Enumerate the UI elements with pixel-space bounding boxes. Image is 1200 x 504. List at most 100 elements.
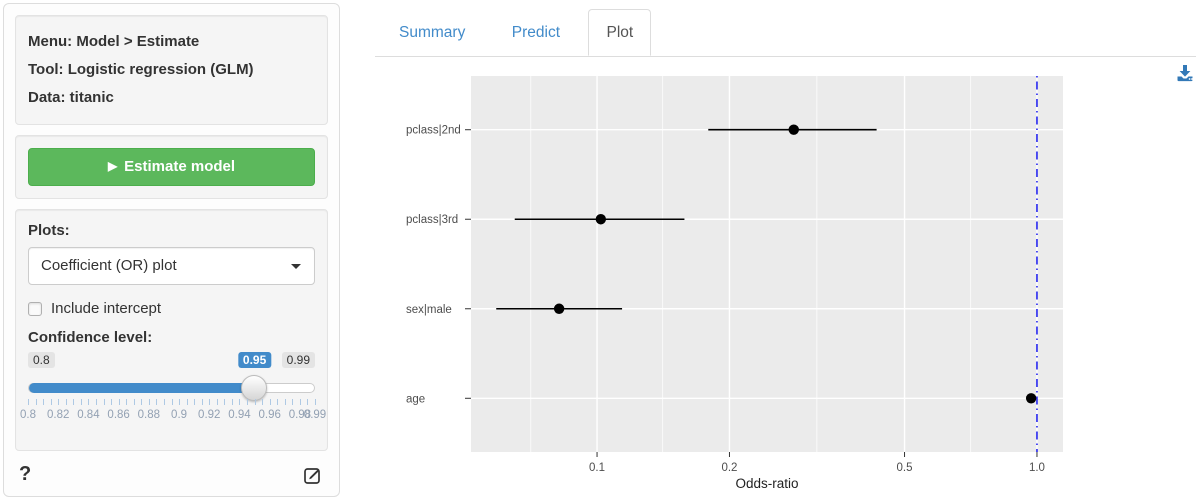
or-point xyxy=(553,303,565,314)
slider-tick-label: 0.86 xyxy=(107,409,130,421)
data-label: Data: titanic xyxy=(28,89,114,106)
estimate-panel: ▶ Estimate model xyxy=(15,135,328,199)
slider-tick xyxy=(209,399,211,405)
tool-label: Tool: Logistic regression (GLM) xyxy=(28,61,254,78)
slider-tick xyxy=(43,399,45,405)
slider-tick-label: 0.94 xyxy=(228,409,251,421)
x-axis-tick-label: 0.5 xyxy=(897,462,913,474)
slider-tick xyxy=(58,399,60,405)
y-axis-label: age xyxy=(406,393,425,405)
coefficient-plot: pclass|2nd pclass|3rd sex|male age 0.1 0.2 0.5… xyxy=(375,60,1115,502)
x-axis-title: Odds-ratio xyxy=(735,476,798,491)
slider-tick xyxy=(35,399,37,405)
x-axis-tick-label: 0.1 xyxy=(589,462,605,474)
sidebar-footer: ? xyxy=(15,461,328,488)
include-intercept-row[interactable]: Include intercept xyxy=(28,300,315,317)
slider-tick xyxy=(299,399,301,405)
slider-tick xyxy=(111,399,113,405)
tab-bar: Summary Predict Plot xyxy=(375,8,1196,57)
slider-tick xyxy=(262,399,264,405)
slider-tick-label: 0.88 xyxy=(137,409,161,421)
slider-badges: 0.8 0.95 0.99 xyxy=(28,352,315,374)
slider-tick xyxy=(95,399,97,405)
slider-tick xyxy=(247,399,249,405)
slider-tick xyxy=(50,399,52,405)
x-axis-tick-label: 0.2 xyxy=(721,462,737,474)
or-point xyxy=(595,214,607,225)
include-intercept-checkbox[interactable] xyxy=(28,301,42,316)
slider-tick xyxy=(277,399,279,405)
slider-tick xyxy=(28,399,29,405)
plot-panel xyxy=(471,76,1063,452)
slider-tick-label: 0.84 xyxy=(77,409,100,421)
slider-tick xyxy=(171,399,173,405)
slider-tick xyxy=(73,399,75,405)
slider-tick xyxy=(118,399,120,405)
question-mark-icon[interactable]: ? xyxy=(19,463,32,485)
confidence-level-label: Confidence level: xyxy=(28,329,153,346)
download-plot-button[interactable] xyxy=(1172,60,1198,86)
slider-fill xyxy=(29,383,254,393)
model-info-panel: Menu: Model > Estimate Tool: Logistic re… xyxy=(15,15,328,125)
slider-tick xyxy=(141,399,143,405)
plot-type-selected-value: Coefficient (OR) plot xyxy=(41,257,177,274)
tab-plot[interactable]: Plot xyxy=(588,9,652,56)
plot-type-select[interactable]: Coefficient (OR) plot xyxy=(28,247,315,285)
slider-grid: 0.8 0.82 0.84 0.86 0.88 0.9 0.92 0.94 0.96 0.98 0.… xyxy=(20,399,326,433)
slider-tick xyxy=(216,399,218,405)
plots-panel: Plots: Coefficient (OR) plot Include int… xyxy=(15,209,328,451)
slider-tick xyxy=(65,399,67,405)
slider-tick-label: 0.96 xyxy=(258,409,281,421)
y-axis-label: sex|male xyxy=(406,304,452,316)
slider-tick xyxy=(80,399,82,405)
x-axis-tick-label: 1.0 xyxy=(1029,462,1045,474)
slider-tick xyxy=(88,399,90,405)
estimate-model-button[interactable]: ▶ Estimate model xyxy=(28,148,315,186)
y-axis-label: pclass|2nd xyxy=(406,125,461,137)
slider-tick xyxy=(224,399,226,405)
plots-label: Plots: xyxy=(28,222,70,239)
slider-value-badge: 0.95 xyxy=(237,352,272,368)
slider-tick xyxy=(186,399,188,405)
slider-tick xyxy=(239,399,241,405)
play-icon: ▶ xyxy=(107,159,118,173)
tab-summary[interactable]: Summary xyxy=(399,24,466,41)
slider-tick xyxy=(156,399,158,405)
slider-tick xyxy=(307,399,309,405)
include-intercept-label: Include intercept xyxy=(51,300,162,317)
slider-tick xyxy=(315,399,316,405)
slider-tick-label: 0.8 xyxy=(20,409,36,421)
menu-breadcrumb: Menu: Model > Estimate xyxy=(28,33,200,50)
download-icon xyxy=(1177,65,1193,82)
or-point xyxy=(788,124,799,135)
slider-min-badge: 0.8 xyxy=(28,352,55,368)
slider-handle[interactable] xyxy=(240,375,267,401)
slider-track[interactable] xyxy=(28,375,315,401)
slider-tick-label: 0.9 xyxy=(171,409,188,421)
y-axis-label: pclass|3rd xyxy=(406,214,458,226)
slider-tick-label: 0.82 xyxy=(47,409,70,421)
slider-tick xyxy=(133,399,135,405)
slider-tick xyxy=(284,399,286,405)
slider-tick xyxy=(201,399,203,405)
tab-predict[interactable]: Predict xyxy=(511,24,561,41)
caret-down-icon xyxy=(291,264,301,269)
slider-max-badge: 0.99 xyxy=(281,352,315,368)
slider-tick xyxy=(254,399,256,405)
confidence-slider: 0.8 0.95 0.99 0.8 0.82 0.84 0.86 0.88 0.9 0.92… xyxy=(20,352,326,438)
slider-tick xyxy=(148,399,150,405)
slider-tick-label: 0.99 xyxy=(303,409,327,421)
slider-tick-label: 0.98 xyxy=(288,409,312,421)
slider-tick-label: 0.92 xyxy=(198,409,221,421)
edit-icon[interactable] xyxy=(302,464,324,486)
slider-tick xyxy=(231,399,233,405)
slider-tick xyxy=(103,399,105,405)
slider-tick xyxy=(269,399,271,405)
slider-tick xyxy=(179,399,181,405)
slider-tick xyxy=(194,399,196,405)
or-point xyxy=(1025,393,1037,404)
slider-tick xyxy=(126,399,128,405)
estimate-model-label: Estimate model xyxy=(124,158,236,175)
slider-tick xyxy=(163,399,165,405)
